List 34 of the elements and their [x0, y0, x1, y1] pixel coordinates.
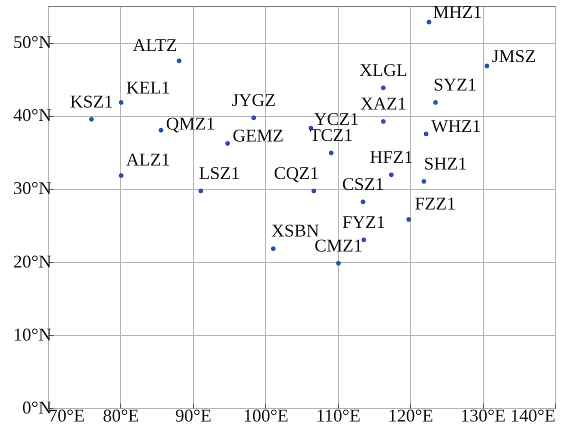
x-tick-label: 130°E: [460, 406, 506, 426]
annotation: FYZ1: [342, 212, 386, 232]
x-tick-label: 90°E: [175, 406, 212, 426]
annotation: GEMZ: [232, 125, 284, 146]
annotation: KSZ1: [70, 91, 113, 112]
x-tick-label: 100°E: [243, 406, 288, 426]
annotation: CSZ1: [342, 174, 384, 194]
annotation: HFZ1: [370, 146, 413, 167]
annotation: ALZ1: [126, 150, 170, 170]
x-tick-label: 110°E: [316, 406, 360, 426]
y-tick-label: 30°N: [13, 178, 52, 198]
annotation: XLGL: [359, 60, 408, 80]
annotation: MHZ1: [432, 2, 482, 22]
annotation: LSZ1: [198, 162, 240, 183]
annotation: SYZ1: [433, 74, 477, 94]
y-tick-label: 40°N: [13, 105, 52, 126]
annotation: WHZ1: [431, 116, 482, 136]
annotation: FZZ1: [414, 193, 456, 214]
x-tick-label: 140°E: [510, 406, 556, 426]
annotation: KEL1: [126, 77, 170, 98]
y-tick-label: 20°N: [13, 251, 52, 272]
annotation: JYGZ: [232, 90, 276, 110]
x-tick-label: 80°E: [102, 406, 140, 426]
annotation: CQZ1: [274, 162, 319, 183]
annotation: QMZ1: [166, 113, 215, 134]
annotation: JMSZ: [492, 46, 536, 66]
y-tick-label: 10°N: [13, 324, 52, 344]
annotation: ALTZ: [132, 34, 178, 55]
y-tick-label: 0°N: [22, 398, 52, 418]
x-tick-label: 70°E: [48, 406, 85, 426]
annotation: SHZ1: [424, 153, 467, 174]
x-tick-label: 120°E: [388, 406, 434, 426]
y-tick-label: 50°N: [13, 32, 52, 52]
annotation: XAZ1: [360, 93, 406, 114]
